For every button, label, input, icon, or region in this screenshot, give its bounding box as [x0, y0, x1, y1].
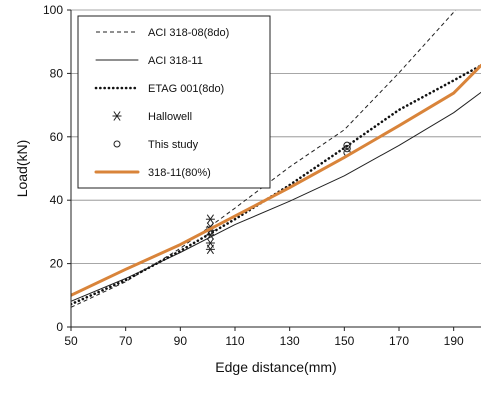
legend-label-aci-318-11: ACI 318-11 [148, 55, 203, 67]
point-hallowell [205, 214, 215, 225]
x-axis-title: Edge distance(mm) [215, 359, 336, 375]
y-tick-label: 100 [43, 3, 63, 17]
series-line-318-11-80 [71, 64, 481, 297]
point-hallowell [205, 244, 215, 255]
series-layer [71, 10, 481, 308]
point-this-study [343, 144, 351, 153]
y-tick-label: 60 [50, 130, 64, 144]
legend-label-aci-318-08-8do: ACI 318-08(8do) [148, 27, 229, 39]
y-tick-label: 20 [50, 257, 64, 271]
x-tick-label: 190 [444, 334, 464, 348]
y-tick-label: 0 [56, 320, 63, 334]
x-tick-label: 50 [64, 334, 78, 348]
legend: ACI 318-08(8do) ACI 318-11 ETAG 001(8do) Ha… [77, 15, 271, 189]
x-tick-label: 70 [119, 334, 133, 348]
legend-label-this-study: This study [148, 139, 199, 151]
series-line-etag-001-8do [71, 64, 481, 306]
point-hallowell [205, 238, 215, 248]
y-tick-label: 40 [50, 193, 64, 207]
legend-label-318-11-80: 318-11(80%) [148, 167, 211, 179]
x-tick-label: 170 [389, 334, 409, 348]
x-tick-label: 150 [334, 334, 354, 348]
legend-swatch-hallowell [112, 111, 122, 121]
legend-box [77, 15, 271, 189]
x-tick-label: 130 [280, 334, 300, 348]
series-line-aci-318-08-8do [71, 10, 457, 308]
legend-label-hallowell: Hallowell [148, 111, 192, 123]
x-tick-label: 110 [225, 334, 244, 348]
tick-labels: 50 70 90 110 130 150 170 190 0 20 40 60 80 100 [43, 3, 464, 348]
x-tick-label: 90 [174, 334, 188, 348]
point-this-study [343, 141, 351, 150]
axes [67, 9, 481, 331]
point-hallowell [205, 230, 215, 240]
legend-label-etag-001-8do: ETAG 001(8do) [148, 83, 224, 95]
y-tick-label: 80 [50, 66, 64, 80]
legend-swatch-this-study [113, 140, 121, 148]
y-axis-title: Load(kN) [14, 140, 30, 198]
